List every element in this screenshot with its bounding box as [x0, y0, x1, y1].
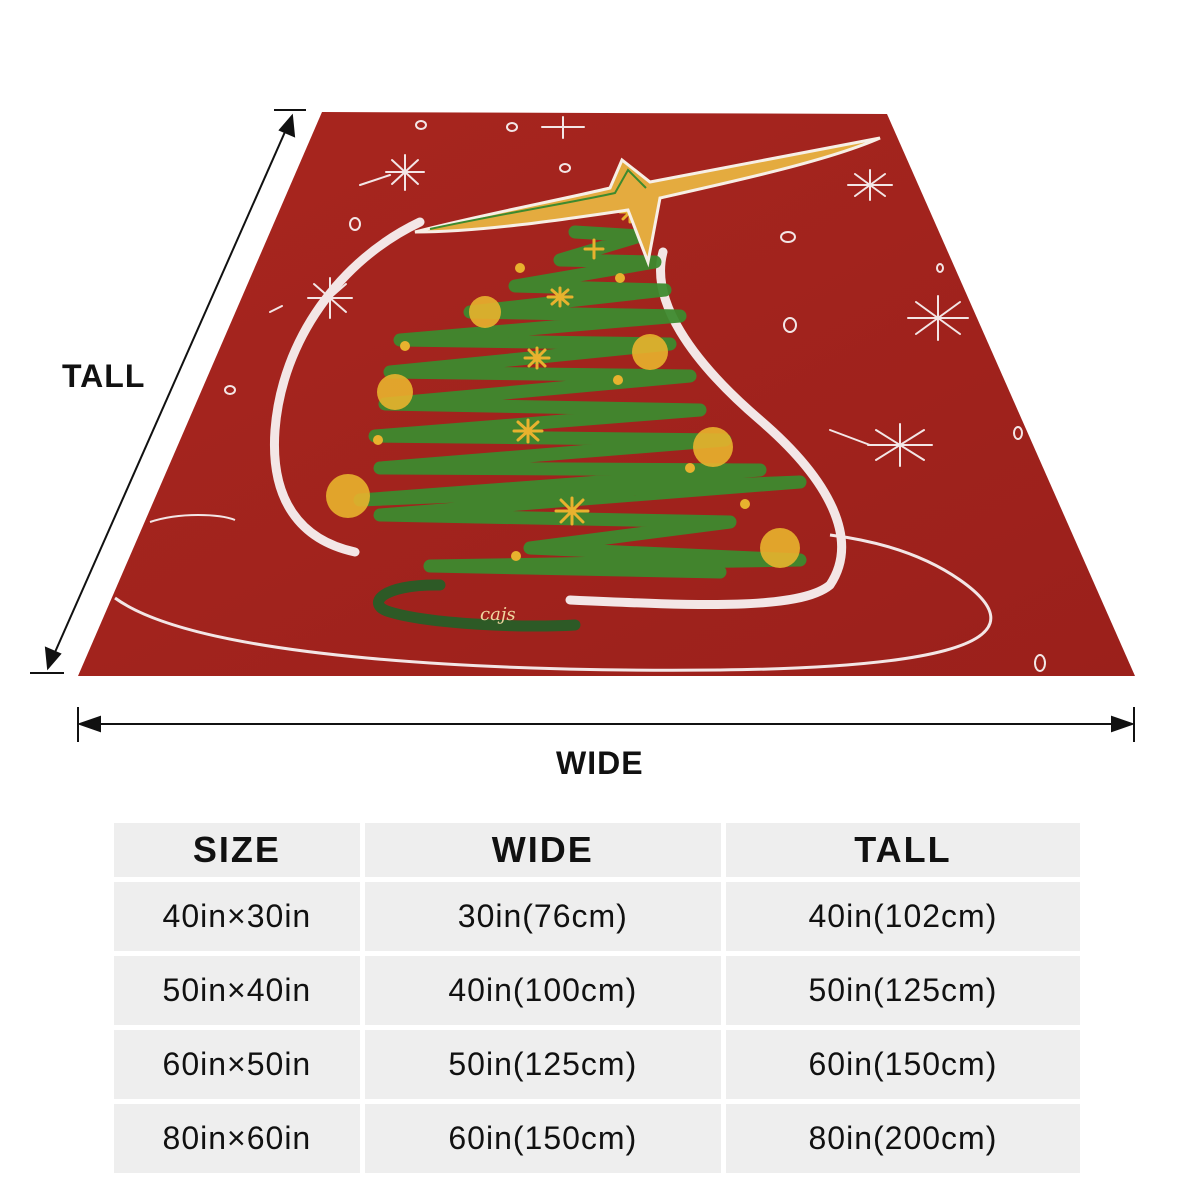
gold-star: [414, 136, 881, 268]
wide-label: WIDE: [556, 745, 644, 781]
header-tall: TALL: [725, 823, 1080, 877]
cell-tall: 50in(125cm): [725, 956, 1080, 1025]
snow-circles: [224, 120, 1046, 672]
cell-wide: 60in(150cm): [364, 1104, 721, 1173]
left-swoosh: [149, 514, 236, 523]
cell-size: 50in×40in: [114, 956, 360, 1025]
ornaments: [326, 263, 800, 568]
cell-size: 80in×60in: [114, 1104, 360, 1173]
blanket-illustration: cajs: [30, 109, 1136, 742]
blanket-surface: [78, 112, 1135, 676]
cell-size: 40in×30in: [114, 882, 360, 951]
tree-trunk-swirl: [373, 579, 581, 632]
table-row: 80in×60in 60in(150cm) 80in(200cm): [114, 1104, 1080, 1173]
table-row: 50in×40in 40in(100cm) 50in(125cm): [114, 956, 1080, 1025]
swoosh-line: [114, 533, 993, 672]
cell-tall: 60in(150cm): [725, 1030, 1080, 1099]
table-header-row: SIZE WIDE TALL: [114, 823, 1080, 877]
tree-zigzag: [353, 225, 807, 579]
header-size: SIZE: [114, 823, 360, 877]
tree-outline-right: [565, 247, 847, 610]
tree-outline: [269, 217, 425, 557]
tall-label: TALL: [62, 358, 146, 394]
cell-tall: 80in(200cm): [725, 1104, 1080, 1173]
table-row: 60in×50in 50in(125cm) 60in(150cm): [114, 1030, 1080, 1099]
table-row: 40in×30in 30in(76cm) 40in(102cm): [114, 882, 1080, 951]
cell-wide: 40in(100cm): [364, 956, 721, 1025]
cell-size: 60in×50in: [114, 1030, 360, 1099]
header-wide: WIDE: [364, 823, 721, 877]
cell-tall: 40in(102cm): [725, 882, 1080, 951]
sparkle-stars: [269, 116, 969, 467]
tall-dimension-arrow: [30, 109, 306, 674]
gold-star-inner: [429, 168, 647, 230]
artist-signature: cajs: [480, 604, 516, 625]
cell-wide: 50in(125cm): [364, 1030, 721, 1099]
size-chart-table: SIZE WIDE TALL 40in×30in 30in(76cm) 40in…: [109, 818, 1085, 1178]
cell-wide: 30in(76cm): [364, 882, 721, 951]
wide-dimension-arrow: [76, 707, 1136, 742]
